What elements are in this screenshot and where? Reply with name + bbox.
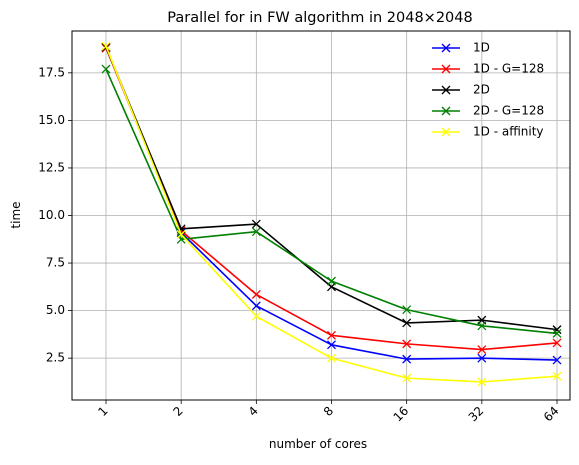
x-tick-label: 4 <box>246 404 261 419</box>
legend-label: 2D - G=128 <box>473 104 544 118</box>
data-point-marker <box>251 227 261 237</box>
data-point-marker <box>402 318 412 328</box>
data-point-marker <box>251 311 261 321</box>
data-point-marker <box>101 41 111 51</box>
legend-entry: 2D - G=128 <box>432 104 544 118</box>
x-tick-label: 1 <box>95 404 110 419</box>
y-tick-label: 7.5 <box>46 256 65 270</box>
legend-swatch-marker <box>441 106 451 116</box>
legend-label: 1D - G=128 <box>473 62 544 76</box>
y-tick-label: 10.0 <box>38 208 65 222</box>
data-point-marker <box>402 354 412 364</box>
x-tick-label: 2 <box>170 404 185 419</box>
x-tick-label: 32 <box>466 404 487 425</box>
data-point-marker <box>327 353 336 363</box>
data-point-marker <box>402 339 412 349</box>
data-point-marker <box>552 355 562 365</box>
data-point-marker <box>251 301 261 311</box>
y-axis: 2.5 5.0 7.5 10.0 12.5 15.0 17.5 <box>38 65 72 365</box>
data-point-marker <box>327 340 336 350</box>
data-point-marker <box>402 373 412 383</box>
y-tick-label: 15.0 <box>38 113 65 127</box>
data-point-marker <box>327 330 336 340</box>
legend-label: 1D - affinity <box>473 125 544 139</box>
data-point-marker <box>477 353 487 363</box>
x-axis-label: number of cores <box>269 437 367 451</box>
legend-label: 1D <box>473 41 490 55</box>
data-point-marker <box>477 345 487 355</box>
x-axis: 1 2 4 8 16 32 64 <box>95 400 562 425</box>
data-point-marker <box>552 325 562 335</box>
series-lines <box>101 41 562 387</box>
data-point-marker <box>101 64 111 74</box>
y-tick-label: 2.5 <box>46 351 65 365</box>
series-group <box>101 41 562 387</box>
y-tick-label: 17.5 <box>38 65 65 79</box>
data-point-marker <box>552 328 562 338</box>
legend-swatch-marker <box>441 43 451 53</box>
legend: 1D 1D - G=128 2D 2D - G=128 1D - affinity <box>432 41 544 139</box>
data-point-marker <box>327 276 336 286</box>
data-point-marker <box>251 289 261 299</box>
chart-title: Parallel for in FW algorithm in 2048×204… <box>167 10 472 26</box>
y-axis-label: time <box>9 201 23 228</box>
data-point-marker <box>402 305 412 315</box>
data-point-marker <box>477 377 487 387</box>
x-tick-label: 64 <box>541 404 562 425</box>
legend-swatch-marker <box>441 64 451 74</box>
legend-entry: 2D <box>432 83 490 97</box>
y-tick-label: 5.0 <box>46 303 65 317</box>
grid-lines <box>72 31 570 400</box>
data-point-marker <box>552 371 562 381</box>
legend-label: 2D <box>473 83 490 97</box>
legend-swatch-marker <box>441 127 451 137</box>
data-point-marker <box>477 321 487 331</box>
data-point-marker <box>251 219 261 229</box>
legend-swatch-marker <box>441 85 451 95</box>
legend-entry: 1D - G=128 <box>432 62 544 76</box>
series-group <box>101 64 562 338</box>
y-tick-label: 12.5 <box>38 160 65 174</box>
x-tick-label: 8 <box>321 404 336 419</box>
data-point-marker <box>552 338 562 348</box>
x-tick-label: 16 <box>391 404 412 425</box>
data-point-marker <box>176 230 186 239</box>
legend-entry: 1D - affinity <box>432 125 544 139</box>
legend-entry: 1D <box>432 41 490 55</box>
